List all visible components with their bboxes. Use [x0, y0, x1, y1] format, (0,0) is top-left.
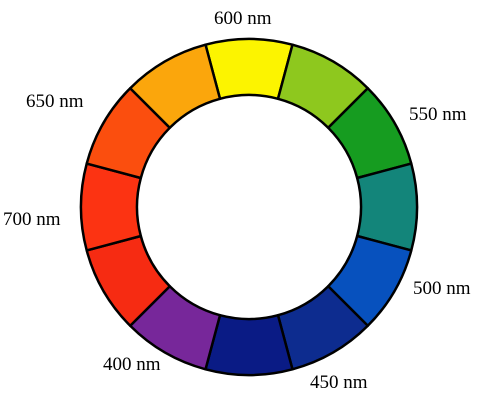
label-550-nm: 550 nm	[409, 104, 467, 125]
label-600-nm: 600 nm	[214, 8, 272, 29]
label-400-nm: 400 nm	[103, 354, 161, 375]
label-700-nm: 700 nm	[3, 209, 61, 230]
label-450-nm: 450 nm	[310, 372, 368, 393]
wheel-segment-orange	[128, 43, 222, 130]
label-500-nm: 500 nm	[413, 278, 471, 299]
label-650-nm: 650 nm	[26, 91, 84, 112]
